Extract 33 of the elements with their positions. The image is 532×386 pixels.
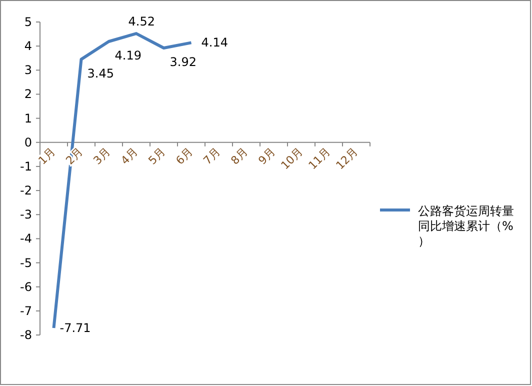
y-tick-label: -6 bbox=[20, 280, 32, 294]
x-tick-label: 9月 bbox=[256, 145, 278, 168]
y-tick-label: -7 bbox=[20, 304, 32, 318]
y-tick-label: 1 bbox=[24, 111, 32, 126]
y-tick-label: -2 bbox=[20, 184, 32, 198]
data-label: 4.19 bbox=[114, 48, 142, 62]
y-tick-label: -5 bbox=[20, 256, 32, 270]
y-tick-label: -4 bbox=[20, 232, 32, 246]
y-tick-label: 0 bbox=[24, 135, 32, 150]
x-tick-label: 12月 bbox=[334, 145, 360, 172]
y-tick-label: -1 bbox=[20, 159, 32, 174]
y-tick-label: 3 bbox=[24, 63, 32, 78]
legend-label: 公路客货运周转量同比增速累计（%） bbox=[418, 204, 514, 248]
y-tick-label: 4 bbox=[24, 39, 32, 54]
y-tick-label: 2 bbox=[24, 87, 32, 102]
x-tick-label: 11月 bbox=[306, 145, 333, 172]
y-tick-label: -3 bbox=[20, 208, 32, 222]
data-label: 4.14 bbox=[201, 36, 228, 50]
x-tick-label: 8月 bbox=[228, 145, 250, 168]
data-label: 4.52 bbox=[128, 14, 155, 29]
x-tick-label: 6月 bbox=[173, 145, 196, 168]
data-label: 3.45 bbox=[87, 66, 114, 80]
x-tick-label: 10月 bbox=[278, 145, 306, 172]
x-tick-label: 2月 bbox=[63, 145, 86, 168]
x-tick-label: 3月 bbox=[90, 145, 113, 168]
y-tick-label: 5 bbox=[24, 15, 32, 29]
x-tick-label: 5月 bbox=[146, 145, 168, 168]
y-tick-label: -8 bbox=[20, 328, 32, 342]
x-tick-label: 7月 bbox=[200, 145, 223, 168]
x-tick-label: 1月 bbox=[36, 145, 58, 168]
data-label: -7.71 bbox=[60, 321, 91, 336]
x-tick-label: 4月 bbox=[118, 145, 140, 168]
data-label: 3.92 bbox=[170, 55, 196, 70]
